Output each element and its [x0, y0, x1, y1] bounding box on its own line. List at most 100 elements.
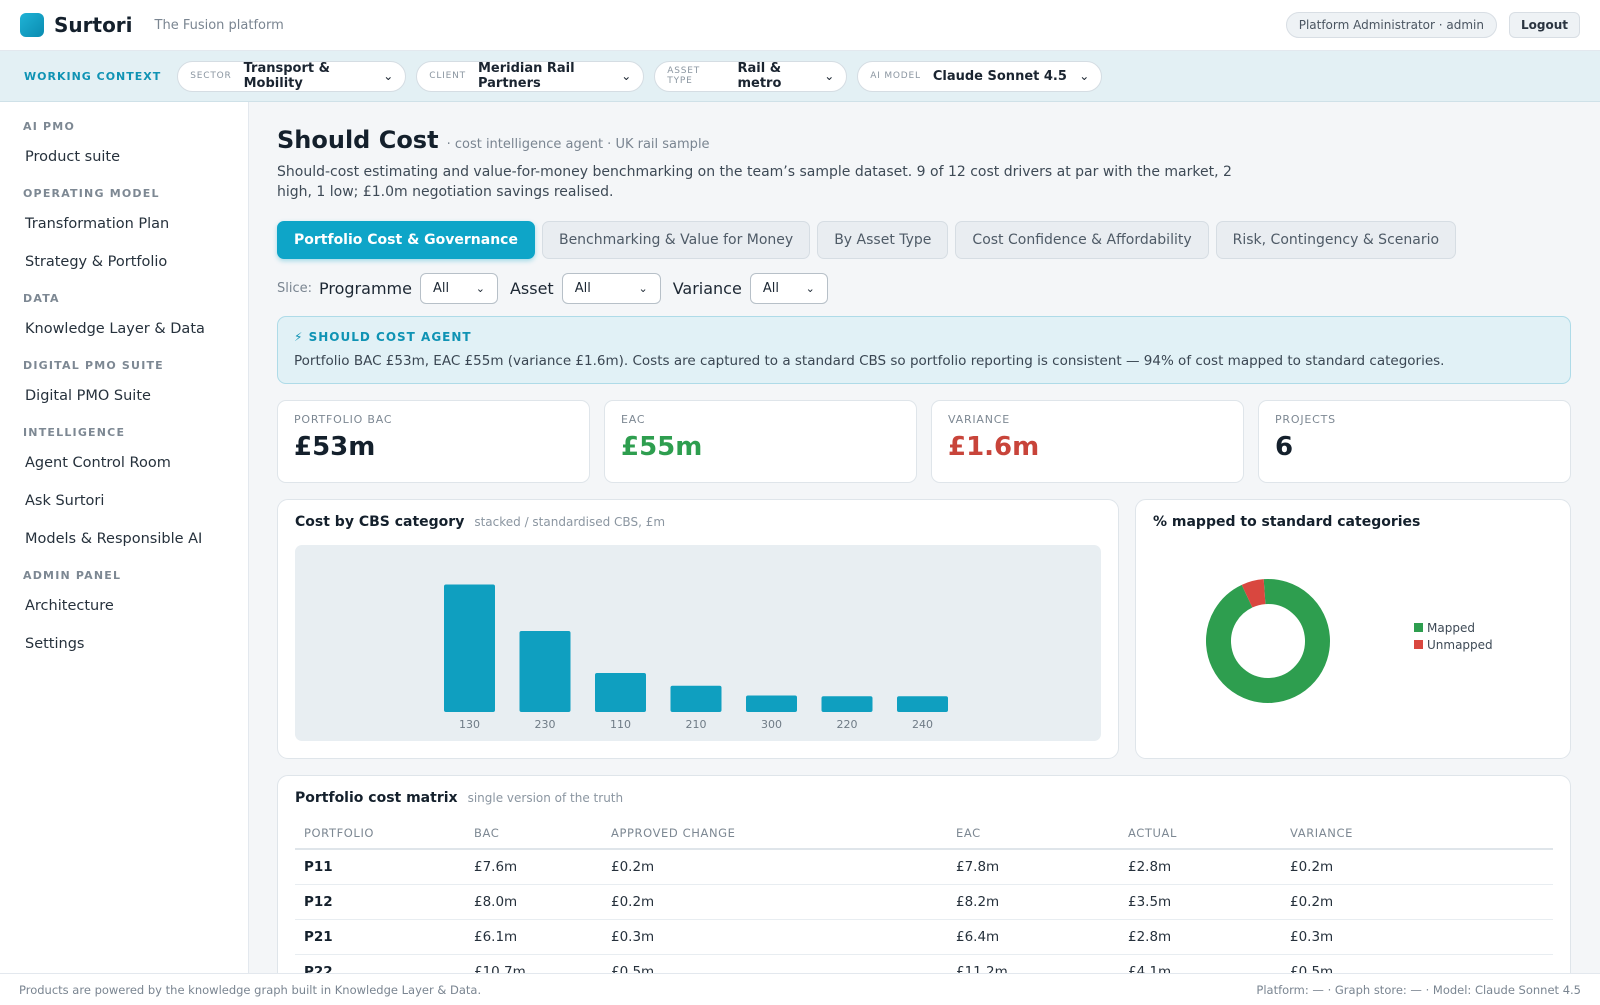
page-description: Should-cost estimating and value-for-mon…	[277, 164, 1232, 200]
bar-chart: 130 230 110 210 300 220 240	[444, 584, 948, 731]
bar-220[interactable]	[821, 696, 873, 712]
cell-actual: £2.8m	[1119, 919, 1281, 955]
x-tick-label: 130	[459, 718, 480, 731]
user-badge[interactable]: Platform Administrator · admin	[1285, 12, 1497, 38]
kpi-card-portfolio-bac: PORTFOLIO BAC £53m	[277, 400, 590, 483]
bar-300[interactable]	[746, 695, 797, 713]
nav-item-settings[interactable]: Settings	[25, 636, 85, 652]
column-header[interactable]: PORTFOLIO	[295, 818, 465, 850]
nav-item-product-suite[interactable]: Product suite	[25, 149, 121, 165]
logout-button[interactable]: Logout	[1508, 12, 1580, 38]
donut-slice-mapped[interactable]	[1206, 579, 1330, 703]
x-tick-label: 240	[912, 718, 933, 731]
cell-variance: £0.2m	[1281, 849, 1553, 885]
nav-item-models-responsible-ai[interactable]: Models & Responsible AI	[25, 531, 203, 547]
bar-240[interactable]	[897, 696, 948, 712]
legend-swatch	[1414, 640, 1423, 649]
asset-type-value: Rail & metro	[737, 61, 782, 91]
bar-110[interactable]	[595, 673, 646, 712]
cell-approved-change: £0.2m	[602, 884, 947, 920]
tab-by-asset-type[interactable]: By Asset Type	[817, 221, 949, 259]
x-tick-label: 110	[610, 718, 631, 731]
table-header-row: PORTFOLIO BAC APPROVED CHANGE EAC ACTUAL…	[295, 818, 1553, 850]
brand-name: Surtori	[54, 13, 133, 37]
column-header[interactable]: EAC	[947, 818, 1119, 850]
mapping-donut-card: % mapped to standard categories Mapped Un…	[1135, 499, 1571, 759]
tab-portfolio-cost-governance[interactable]: Portfolio Cost & Governance	[277, 221, 535, 259]
kpi-value: £53m	[294, 432, 376, 462]
sector-select[interactable]: SECTOR Transport & Mobility ⌄	[177, 60, 407, 92]
column-header[interactable]: ACTUAL	[1119, 818, 1281, 850]
x-tick-label: 210	[686, 718, 707, 731]
legend-label: Unmapped	[1427, 638, 1493, 652]
cell-portfolio: P21	[295, 919, 465, 955]
bar-210[interactable]	[670, 685, 722, 712]
asset-type-label: ASSET TYPE	[667, 66, 701, 86]
page-subtitle: · cost intelligence agent · UK rail samp…	[446, 137, 710, 152]
nav-item-agent-control-room[interactable]: Agent Control Room	[25, 455, 171, 471]
cell-approved-change: £0.2m	[602, 849, 947, 885]
table-row[interactable]: P12 £8.0m £0.2m £8.2m £3.5m £0.2m	[295, 884, 1553, 920]
tab-cost-confidence-affordability[interactable]: Cost Confidence & Affordability	[955, 221, 1209, 259]
slicer-bar: Slice: Programme All ⌄ Asset All ⌄ Varia…	[277, 273, 1571, 304]
cell-variance: £0.3m	[1281, 919, 1553, 955]
programme-slicer-label: Programme	[319, 279, 412, 298]
programme-select[interactable]: All ⌄	[419, 273, 498, 304]
sidebar: AI PMO Product suite OPERATING MODEL Tra…	[0, 102, 249, 973]
table-title: Portfolio cost matrix	[295, 790, 458, 806]
tab-bar: Portfolio Cost & Governance Benchmarking…	[277, 221, 1571, 259]
chevron-down-icon: ⌄	[475, 282, 485, 295]
footer-note: Products are powered by the knowledge gr…	[19, 982, 482, 997]
nav-item-knowledge-layer[interactable]: Knowledge Layer & Data	[25, 321, 205, 337]
chevron-down-icon: ⌄	[621, 69, 632, 83]
cell-bac: £8.0m	[465, 884, 602, 920]
kpi-row: PORTFOLIO BAC £53m EAC £55m VARIANCE £1.…	[277, 400, 1571, 483]
tab-benchmarking-value-for-money[interactable]: Benchmarking & Value for Money	[541, 221, 811, 259]
nav-item-transformation-plan[interactable]: Transformation Plan	[25, 216, 170, 232]
column-header[interactable]: BAC	[465, 818, 602, 850]
cell-eac: £7.8m	[947, 849, 1119, 885]
table-row[interactable]: P22 £10.7m £0.5m £11.2m £4.1m £0.5m	[295, 954, 1553, 973]
column-header[interactable]: VARIANCE	[1281, 818, 1553, 850]
cell-actual: £3.5m	[1119, 884, 1281, 920]
working-context-title: WORKING CONTEXT	[24, 69, 162, 83]
cbs-chart-card: Cost by CBS category stacked / standardi…	[277, 499, 1119, 759]
table-row[interactable]: P11 £7.6m £0.2m £7.8m £2.8m £0.2m	[295, 849, 1553, 885]
agent-title: ⚡ SHOULD COST AGENT	[294, 330, 472, 344]
footer-status: Platform: — · Graph store: — · Model: Cl…	[1256, 982, 1581, 997]
client-select[interactable]: CLIENT Meridian Rail Partners ⌄	[416, 60, 645, 92]
working-context-bar: WORKING CONTEXT SECTOR Transport & Mobil…	[0, 51, 1600, 102]
chart-title: Cost by CBS category	[295, 514, 465, 530]
nav-item-digital-pmo-suite[interactable]: Digital PMO Suite	[25, 388, 151, 404]
logo-icon	[20, 13, 44, 37]
chevron-down-icon: ⌄	[638, 282, 648, 295]
kpi-label: EAC	[621, 413, 646, 426]
cell-approved-change: £0.5m	[602, 954, 947, 973]
bar-130[interactable]	[444, 584, 495, 713]
ai-model-value: Claude Sonnet 4.5	[932, 68, 1067, 84]
nav-section-intelligence: INTELLIGENCE	[23, 426, 126, 439]
cell-portfolio: P11	[295, 849, 465, 885]
table-row[interactable]: P21 £6.1m £0.3m £6.4m £2.8m £0.3m	[295, 919, 1553, 955]
sector-value: Transport & Mobility	[243, 61, 330, 91]
cell-eac: £6.4m	[947, 919, 1119, 955]
client-value: Meridian Rail Partners	[477, 61, 575, 91]
cell-actual: £4.1m	[1119, 954, 1281, 973]
asset-type-select[interactable]: ASSET TYPE Rail & metro ⌄	[654, 60, 848, 92]
status-footer: Products are powered by the knowledge gr…	[0, 973, 1600, 1005]
bar-230[interactable]	[519, 631, 571, 712]
nav-item-strategy-portfolio[interactable]: Strategy & Portfolio	[25, 254, 168, 270]
column-header[interactable]: APPROVED CHANGE	[602, 818, 947, 850]
nav-item-ask-surtori[interactable]: Ask Surtori	[25, 493, 105, 509]
ai-model-select[interactable]: AI MODEL Claude Sonnet 4.5 ⌄	[857, 60, 1103, 92]
donut-slice-unmapped[interactable]	[1206, 579, 1330, 703]
nav-item-architecture[interactable]: Architecture	[25, 598, 114, 614]
asset-select[interactable]: All ⌄	[561, 273, 661, 304]
bar-plot-area: 130 230 110 210 300 220 240	[295, 545, 1101, 741]
slice-label: Slice:	[277, 281, 313, 296]
kpi-card-variance: VARIANCE £1.6m	[931, 400, 1244, 483]
variance-select[interactable]: All ⌄	[749, 273, 828, 304]
tab-risk-contingency-scenario[interactable]: Risk, Contingency & Scenario	[1215, 221, 1457, 259]
kpi-value: 6	[1275, 432, 1294, 462]
legend-swatch	[1414, 623, 1423, 632]
